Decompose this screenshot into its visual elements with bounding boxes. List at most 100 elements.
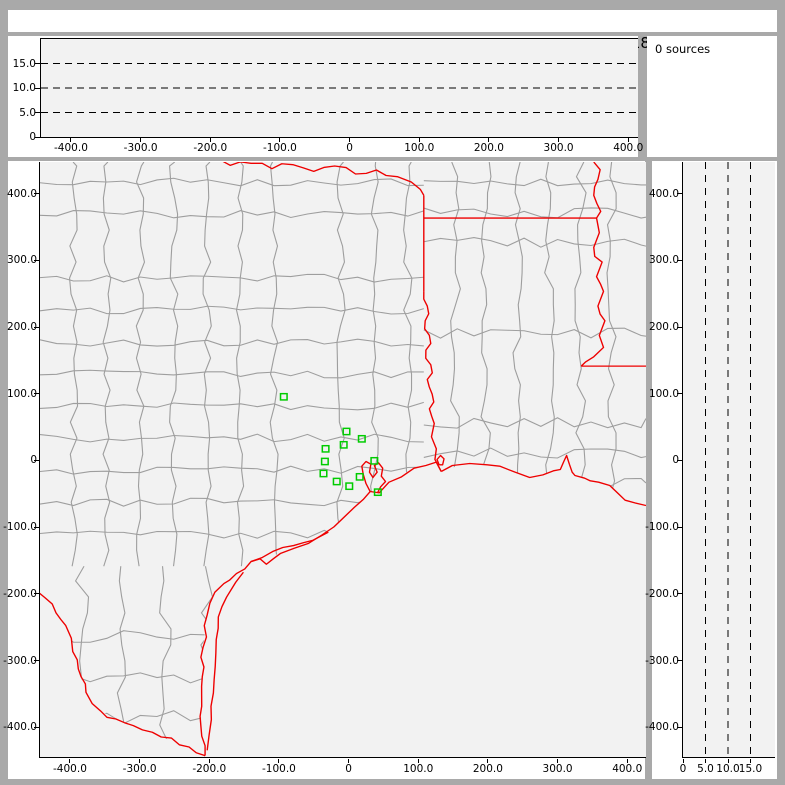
y-tick-label--400: -400.0 [3,721,37,734]
y-tick-label--400: -400.0 [645,721,679,734]
x-tick--400 [70,138,72,142]
x-tick--200 [208,759,210,763]
plan-view-map-plot[interactable] [39,162,646,758]
y-tick-label--300: -300.0 [3,654,37,667]
alt-tick-5 [35,112,40,113]
y-tick-100 [677,393,682,395]
station-marker-1 [342,427,351,436]
sabine-lake [436,454,445,466]
alt-tick-label-0: 0 [29,131,36,143]
y-tick-label-200: 200.0 [6,321,37,334]
station-marker-0 [279,392,288,401]
y-tick-400 [677,193,682,195]
alt-x-tick-5 [705,759,706,763]
x-tick-label--200: -200.0 [192,763,227,775]
x-tick-label-200: 200.0 [472,763,503,775]
x-tick-label--400: -400.0 [54,142,88,154]
alt-x-tick-0 [682,759,684,763]
x-tick-label--400: -400.0 [53,763,87,775]
x-tick--400 [69,759,71,763]
y-tick-label-100: 100.0 [648,387,679,400]
alt-tick-label-15: 15.0 [12,57,36,70]
x-tick-label--300: -300.0 [122,763,157,775]
y-tick-label-100: 100.0 [6,387,37,400]
x-tick--300 [140,138,142,142]
y-tick-label--100: -100.0 [3,521,37,534]
title-bar: Houston Lightning Mapping Array 0600-070… [8,10,777,52]
altitude-gridlines-svg [41,63,638,113]
station-marker-5 [320,457,329,466]
y-tick-label--100: -100.0 [645,521,679,534]
x-tick-label--100: -100.0 [262,142,297,154]
alt-tick-0 [35,136,40,138]
x-tick-label--100: -100.0 [261,763,296,775]
alt-tick-15 [35,63,40,64]
y-tick-200 [34,326,39,328]
alt-x-tick-10 [727,759,729,763]
sources-count-label: 0 sources [655,42,711,56]
station-marker-10 [345,482,354,491]
alt-x-tick-15 [750,759,751,763]
plan-view-panel: -400.0 -300.0 -200.0 -100.0 0 100.0 200.0 300.0… [3,161,646,779]
x-tick-200 [487,759,489,763]
altitude-ew-panel: 0 5.0 10.0 15.0 -400.0 -300.0 -200.0 -100.0 0 100… [8,36,643,157]
louisiana-coast [440,454,646,507]
y-tick-label-300: 300.0 [648,254,679,267]
alt-tick-label-5: 5.0 [19,106,36,119]
x-tick--100 [278,759,280,763]
x-tick-label--300: -300.0 [123,142,158,154]
x-tick--100 [279,138,281,142]
mississippi-river [580,162,606,367]
sabine-river [423,291,442,472]
alt-x-tick-label-0: 0 [679,763,687,775]
y-tick--300 [34,660,39,662]
alt-x-tick-label-15: 15.0 [738,763,763,775]
x-tick-0 [349,138,351,142]
y-tick-label-300: 300.0 [6,254,37,267]
y-tick--100 [34,526,39,528]
x-tick-label-100: 100.0 [403,763,434,775]
y-tick-0 [34,459,39,461]
station-marker-2 [357,434,366,443]
x-tick-label-300: 300.0 [542,763,573,775]
alt-tick-label-10: 10.0 [12,82,36,94]
x-tick-100 [418,138,420,142]
y-tick-label-400: 400.0 [6,187,37,200]
altitude-ns-plot[interactable] [682,162,775,758]
x-tick-label-200: 200.0 [473,142,504,154]
y-tick-100 [34,393,39,395]
rio-grande [40,592,206,757]
altitude-ns-gridlines-svg [705,162,751,757]
x-tick-label-300: 300.0 [543,142,574,154]
y-tick-200 [677,326,682,328]
x-tick-100 [417,759,419,763]
y-tick--100 [677,526,682,528]
y-tick--400 [677,726,682,728]
alt-tick-10 [35,87,40,89]
galveston-bay [361,460,387,493]
state-borders [40,162,646,757]
x-tick-0 [348,759,350,763]
y-tick-400 [34,193,39,195]
altitude-ns-panel: 400.0 300.0 200.0 100.0 0 -100.0 -200.0 -300.0 -… [645,161,777,779]
x-tick--300 [139,759,141,763]
y-tick-0 [677,459,682,461]
y-tick--300 [677,660,682,662]
station-marker-3 [339,440,348,449]
x-tick-label-100: 100.0 [404,142,435,154]
y-tick--200 [34,593,39,595]
x-tick-400 [626,759,628,763]
x-tick-200 [488,138,490,142]
alt-x-tick-label-10: 10.0 [716,763,740,775]
map-svg [40,162,646,757]
y-tick-300 [34,259,39,261]
county-lines [40,162,646,757]
red-river [222,162,425,196]
sources-panel: 0 sources [647,36,777,157]
altitude-ew-plot[interactable] [40,38,638,138]
x-tick--200 [209,138,211,142]
station-marker-11 [373,488,382,497]
y-tick-label--300: -300.0 [645,654,679,667]
station-marker-7 [319,469,328,478]
